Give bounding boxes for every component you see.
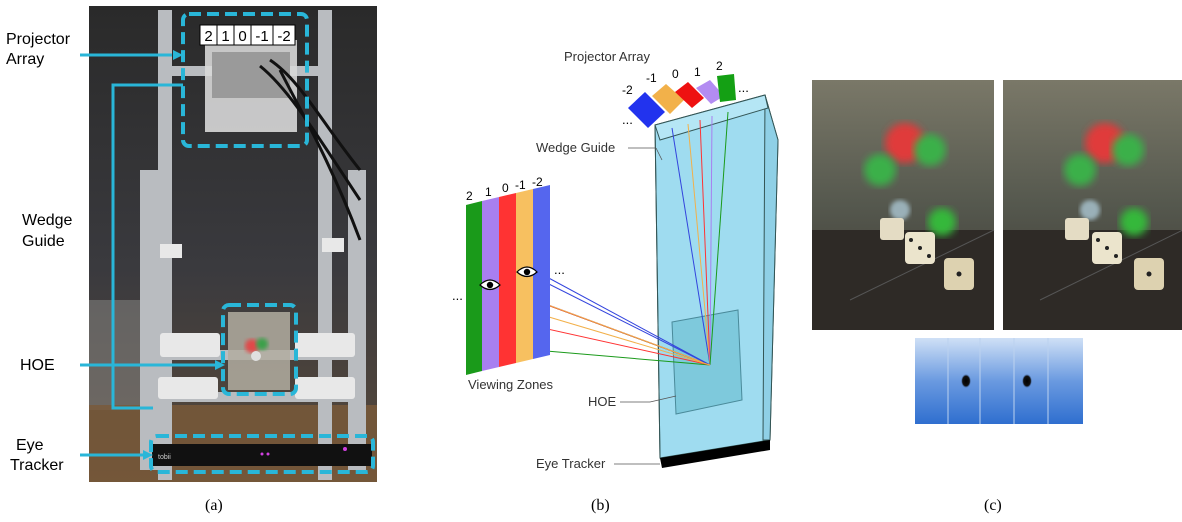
projector-index-b-3: 1 [694,65,701,79]
projector-2 [717,74,736,102]
projector-callout-box [181,12,309,148]
camera-view-right [1003,80,1182,330]
zone-index-0: 2 [466,189,473,203]
zone-2 [466,201,482,375]
zone-index-labels: 2 1 0 -1 -2 [466,175,543,203]
label-eye-tracker-b: Eye Tracker [536,456,606,471]
label-wedge-guide-b: Wedge Guide [536,140,615,155]
camera-view-left [812,80,995,330]
tracked-eye-right [1022,374,1032,388]
projector-index-b-2: 0 [672,67,679,81]
zone-m2 [533,185,550,359]
label-projector-array-2: Array [6,51,44,68]
projector-index-b-4: 2 [716,59,723,73]
zone-0 [499,193,516,367]
projector-index-a-4: -2 [277,28,290,45]
caption-b: (b) [591,497,610,514]
panel-a: tobii 2 1 [6,6,377,514]
zone-index-3: -1 [515,178,526,192]
eye-icon [516,266,538,278]
zone-index-2: 0 [502,181,509,195]
projector-index-a-0: 2 [204,28,212,45]
wedge-rays [671,111,729,366]
label-wedge-guide-2: Guide [22,233,65,250]
label-eye-tracker-1: Eye [16,437,44,454]
hoe-callout-box [221,303,298,396]
callout-boxes [149,12,375,474]
eye-tracker-bar [660,440,770,468]
label-hoe-a: HOE [20,357,55,374]
tracker-brand-text: tobii [158,454,171,461]
viewing-zone-bar [915,338,1083,424]
label-projector-array-1: Projector [6,31,71,48]
eye-icon [479,279,501,291]
projector-array-b [628,74,736,128]
panel-b: -2 -1 0 1 2 ... ... 2 1 0 -1 -2 [452,49,779,514]
label-viewing-zones: Viewing Zones [468,377,554,392]
projector-m1 [652,84,684,114]
caption-c: (c) [984,497,1002,514]
ellipsis-zones-left: ... [452,288,463,303]
projector-index-labels-b: -2 -1 0 1 2 [622,59,723,97]
ellipsis-zones-right: ... [554,262,565,277]
ellipsis-projector-right: ... [738,80,749,95]
zone-index-4: -2 [532,175,543,189]
tracked-eye-left [961,374,971,388]
label-wedge-guide-1: Wedge [22,212,73,229]
projector-index-a-3: -1 [255,28,268,45]
viewing-zones [466,185,550,375]
projector-index-b-1: -1 [646,71,657,85]
projector-index-a-1: 1 [221,28,229,45]
ellipsis-projector-left: ... [622,112,633,127]
hoe-region [671,309,743,415]
label-hoe-b: HOE [588,394,617,409]
projector-1 [696,80,724,104]
projector-index-a-2: 0 [238,28,246,45]
projector-index-b-0: -2 [622,83,633,97]
zone-index-1: 1 [485,185,492,199]
projector-m2 [628,92,665,128]
label-projector-array-b: Projector Array [564,49,650,64]
caption-a: (a) [205,497,223,514]
label-eye-tracker-2: Tracker [10,457,64,474]
projector-index-labels-a: 2 1 0 -1 -2 [199,24,296,46]
panel-c: (c) [812,80,1182,514]
projector-0 [675,82,704,108]
